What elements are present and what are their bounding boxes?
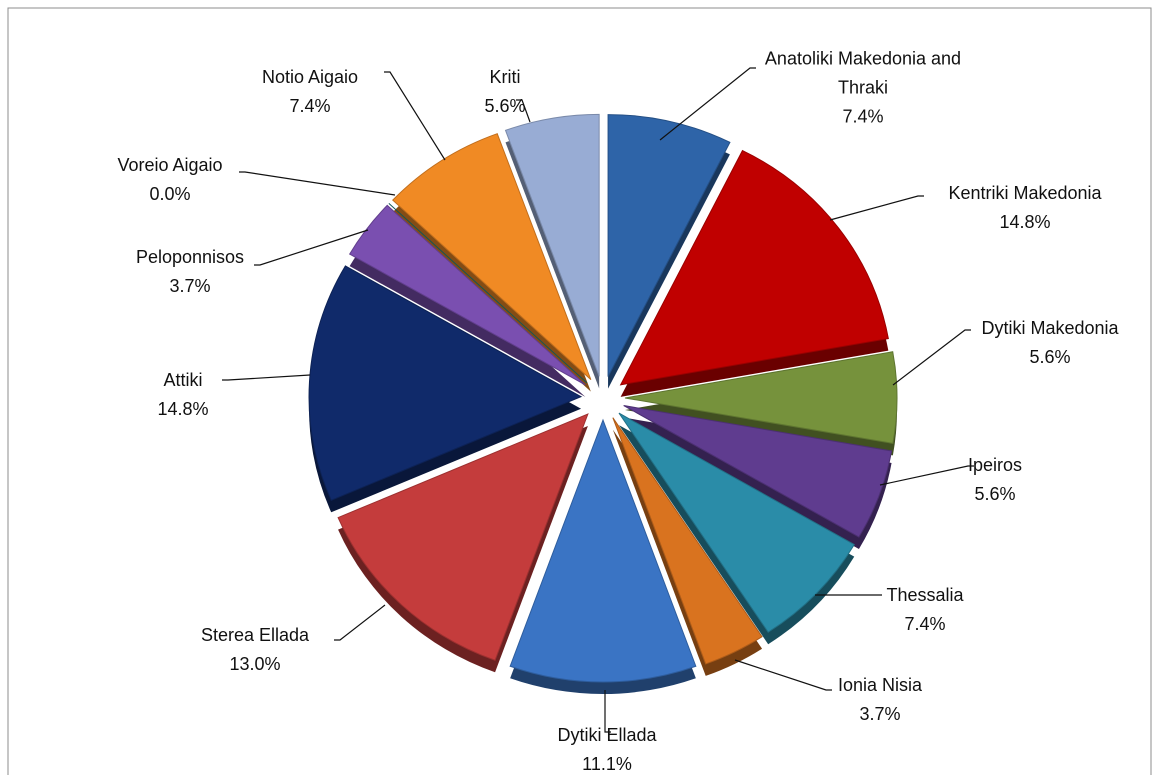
slice bbox=[308, 265, 583, 501]
slice bbox=[504, 113, 600, 377]
leader-line bbox=[516, 99, 531, 123]
leader-line bbox=[879, 465, 974, 486]
value-label: 5.6% bbox=[1029, 347, 1071, 367]
category-label: Ipeiros bbox=[967, 455, 1023, 475]
category-label: Notio Aigaio bbox=[261, 67, 359, 87]
value-label: 0.0% bbox=[149, 184, 191, 204]
data-label: Anatoliki Makedonia and Thraki 7.4% bbox=[748, 45, 978, 132]
category-label: Peloponnisos bbox=[135, 247, 245, 267]
value-label: 14.8% bbox=[999, 212, 1051, 232]
data-label: Peloponnisos 3.7% bbox=[136, 243, 244, 301]
category-label: Voreio Aigaio bbox=[117, 155, 223, 175]
slice bbox=[509, 418, 697, 683]
value-label: 7.4% bbox=[842, 106, 884, 127]
data-label: Sterea Ellada 13.0% bbox=[201, 621, 309, 679]
slice bbox=[348, 204, 586, 386]
slice bbox=[392, 133, 592, 381]
value-label: 5.6% bbox=[484, 96, 526, 116]
leader-line bbox=[604, 690, 611, 733]
value-label: 14.8% bbox=[157, 399, 209, 419]
data-label: Kentriki Makedonia 14.8% bbox=[948, 179, 1101, 237]
slice bbox=[337, 413, 589, 661]
slice bbox=[612, 417, 763, 665]
slice bbox=[619, 149, 889, 386]
category-label: Dytiki Makedonia bbox=[981, 318, 1119, 338]
value-label: 13.0% bbox=[229, 654, 281, 674]
slice bbox=[624, 351, 898, 444]
data-label: Ipeiros 5.6% bbox=[968, 451, 1022, 509]
category-label: Sterea Ellada bbox=[200, 625, 310, 645]
value-label: 11.1% bbox=[582, 754, 632, 774]
data-label: Ionia Nisia 3.7% bbox=[838, 671, 922, 729]
value-label: 7.4% bbox=[289, 96, 331, 116]
data-label: Dytiki Makedonia 5.6% bbox=[981, 314, 1118, 372]
leader-line bbox=[384, 71, 446, 161]
data-label: Dytiki Ellada 11.1% bbox=[557, 721, 656, 779]
leaders bbox=[222, 67, 974, 733]
leader-line bbox=[254, 229, 369, 266]
data-label: Kriti 5.6% bbox=[484, 63, 525, 121]
slice bbox=[618, 412, 855, 633]
leader-line bbox=[659, 67, 756, 141]
leader-line bbox=[222, 374, 311, 381]
value-label: 7.4% bbox=[904, 614, 946, 634]
category-label: Attiki bbox=[163, 370, 203, 390]
data-label: Attiki 14.8% bbox=[157, 366, 208, 424]
leader-line bbox=[239, 171, 396, 196]
leader-line bbox=[734, 659, 832, 691]
value-label: 3.7% bbox=[169, 276, 211, 296]
slice bbox=[623, 405, 893, 538]
value-label: 5.6% bbox=[974, 484, 1016, 504]
category-label: Ionia Nisia bbox=[837, 675, 923, 695]
leader-line bbox=[334, 604, 386, 641]
category-label: Kentriki Makedonia bbox=[948, 183, 1102, 203]
value-label: 3.7% bbox=[859, 704, 901, 724]
data-label: Thessalia 7.4% bbox=[886, 581, 963, 639]
data-label: Voreio Aigaio 0.0% bbox=[117, 151, 222, 209]
category-label: Anatoliki Makedonia and Thraki bbox=[764, 48, 962, 98]
category-label: Thessalia bbox=[886, 585, 964, 605]
data-label: Notio Aigaio 7.4% bbox=[262, 63, 358, 121]
slice bbox=[607, 114, 731, 377]
leader-line bbox=[829, 195, 924, 221]
pie bbox=[308, 113, 898, 683]
chart-frame bbox=[7, 7, 1152, 775]
slice bbox=[388, 203, 588, 384]
category-label: Kriti bbox=[489, 67, 521, 87]
category-label: Dytiki Ellada bbox=[557, 725, 657, 745]
leader-line bbox=[892, 329, 971, 386]
